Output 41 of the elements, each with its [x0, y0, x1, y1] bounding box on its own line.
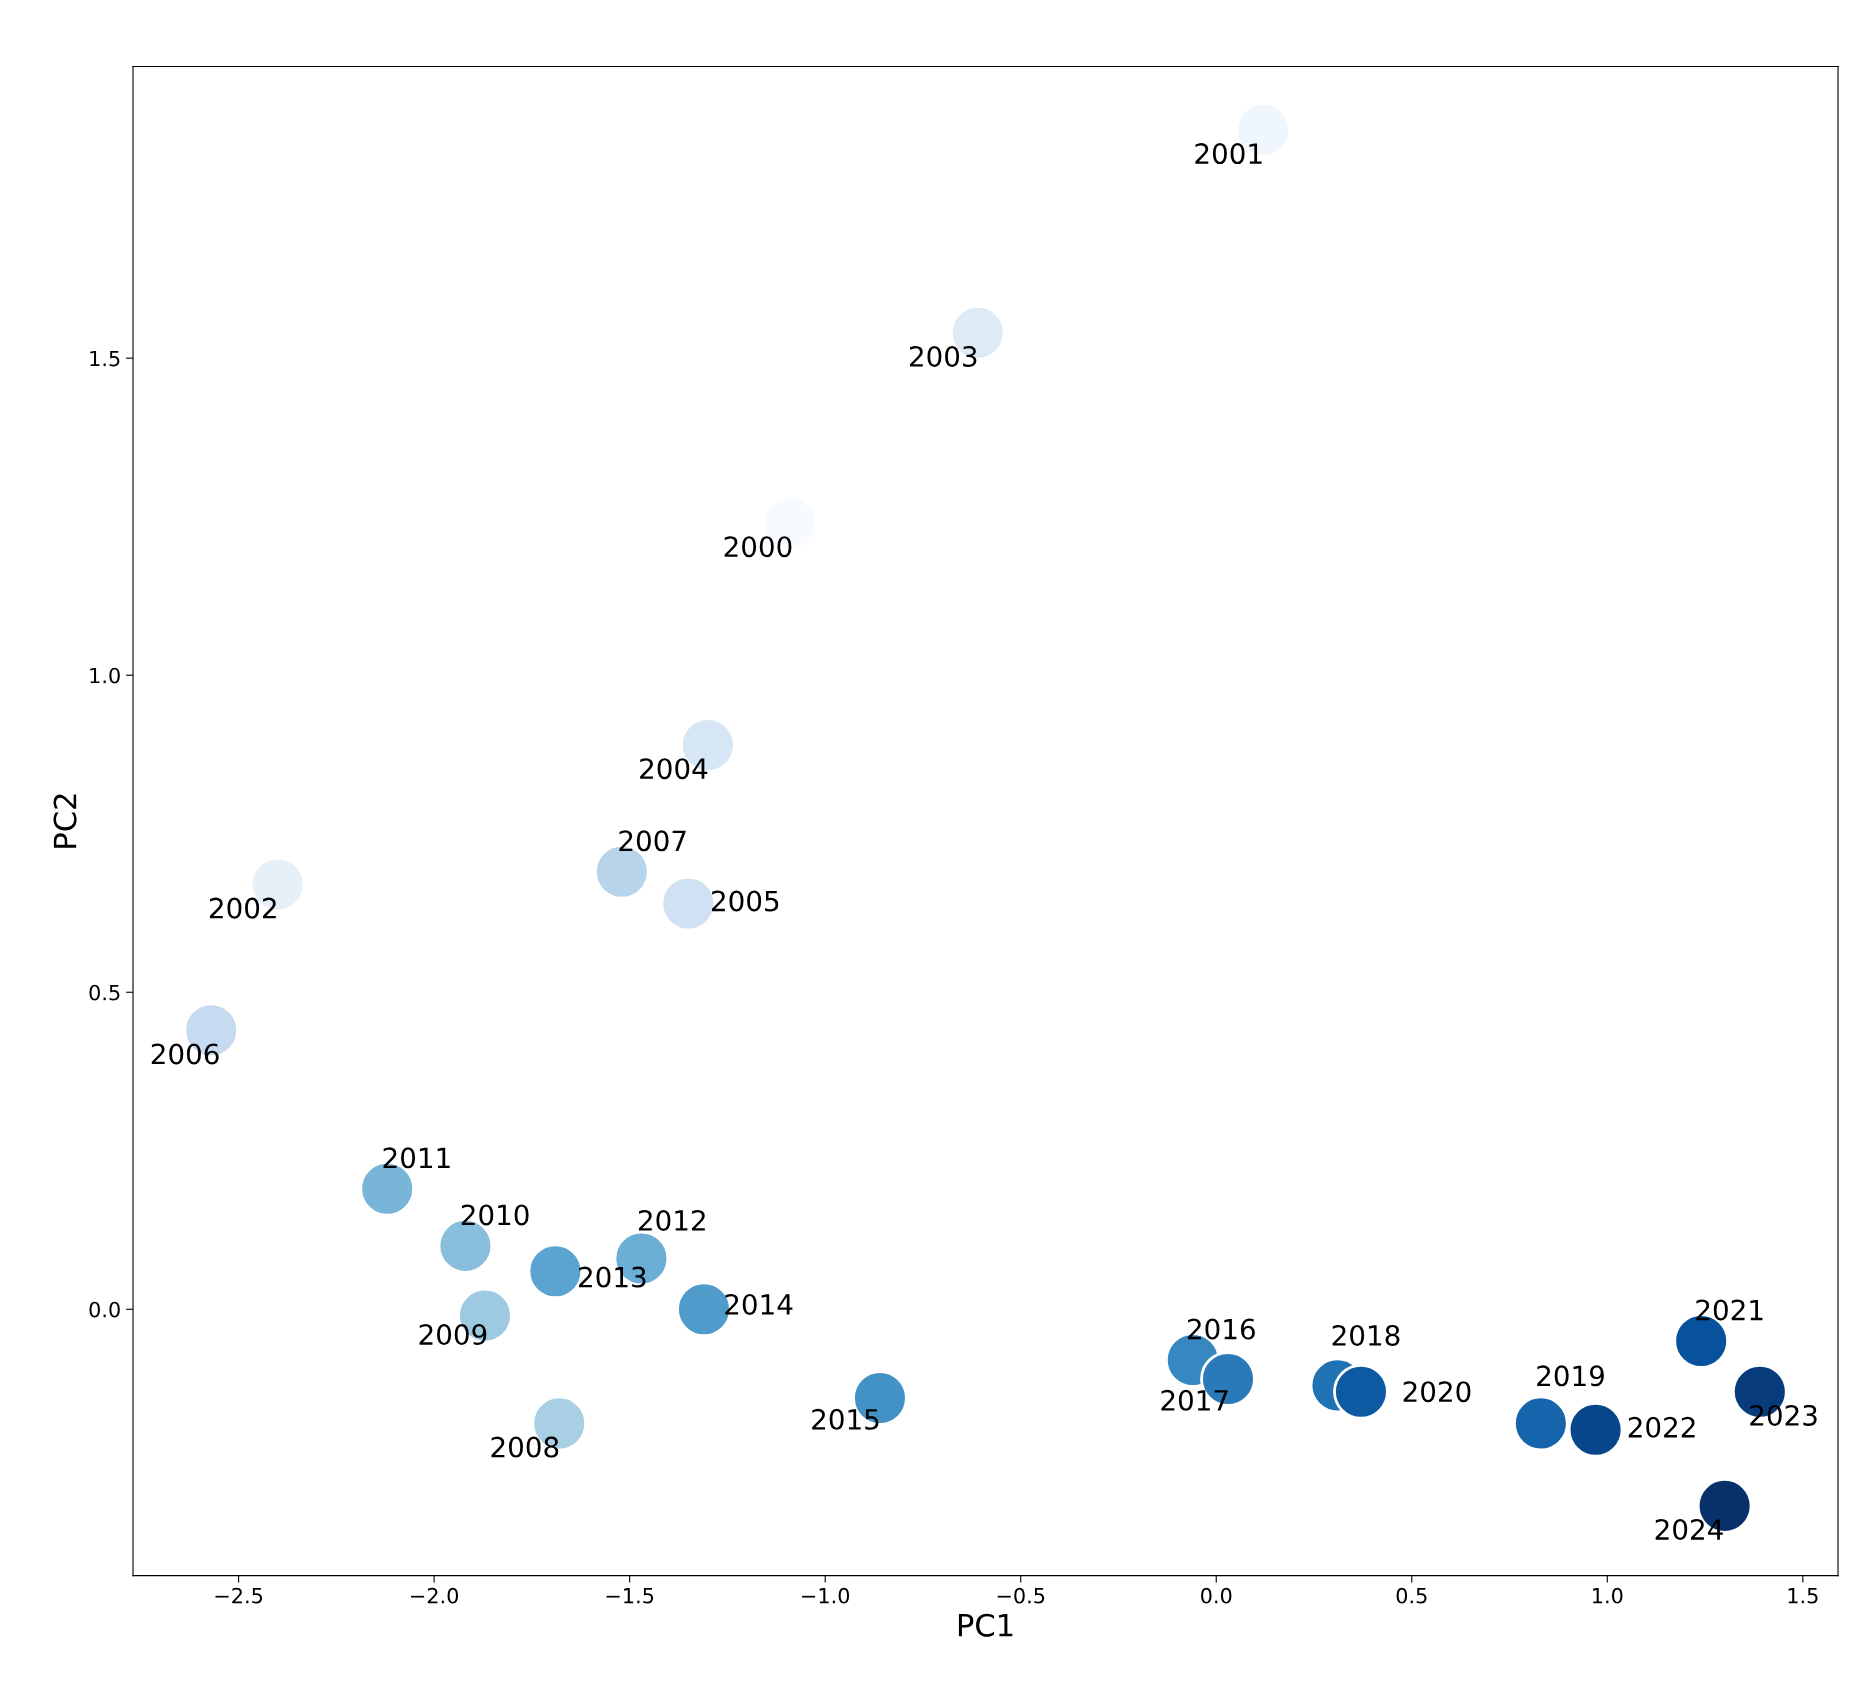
annotation: 2001	[1195, 143, 1262, 165]
annotation: 2017	[1161, 1389, 1228, 1411]
x-tick-label: 0.0	[1201, 1587, 1232, 1604]
annotation: 2015	[812, 1408, 879, 1430]
y-tick-label: 1.0	[90, 667, 120, 684]
x-tick-label: −1.0	[802, 1587, 850, 1604]
x-tick-label: 0.5	[1396, 1587, 1427, 1604]
annotation: 2012	[638, 1209, 705, 1231]
y-tick-label: 0.0	[89, 1301, 120, 1318]
annotation: 2007	[619, 830, 686, 852]
annotation: 2005	[712, 890, 779, 912]
annotation: 2000	[724, 536, 792, 558]
annotation: 2022	[1628, 1416, 1695, 1438]
x-tick-label: 1.5	[1788, 1588, 1818, 1604]
annotation: 2024	[1655, 1519, 1723, 1541]
point	[1567, 1401, 1624, 1458]
point	[1333, 1363, 1389, 1420]
annotation: 2018	[1332, 1324, 1400, 1346]
annotation: 2020	[1403, 1381, 1471, 1403]
annotation: 2016	[1187, 1318, 1255, 1340]
x-tick-label: −2.0	[411, 1587, 459, 1604]
annotation: 2023	[1750, 1404, 1817, 1426]
annotation: 2021	[1696, 1299, 1763, 1321]
x-tick-label: −0.5	[997, 1587, 1045, 1604]
y-axis-title: PC2	[53, 794, 77, 848]
annotation: 2009	[419, 1324, 487, 1346]
annotation: 2008	[491, 1436, 559, 1458]
x-tick-label: −1.5	[606, 1588, 654, 1604]
annotation: 2006	[151, 1043, 219, 1065]
annotation: 2004	[640, 758, 708, 780]
x-axis-title: PC1	[958, 1613, 1013, 1637]
point	[1513, 1395, 1569, 1452]
x-tick-label: −2.5	[215, 1587, 263, 1604]
annotation: 2011	[383, 1147, 450, 1169]
annotation: 2003	[909, 345, 977, 367]
y-tick-label: 0.5	[89, 984, 120, 1001]
annotation: 2019	[1537, 1365, 1604, 1387]
y-tick-label: 1.5	[90, 350, 120, 367]
x-tick-label: 1.0	[1593, 1587, 1623, 1604]
annotation: 2002	[209, 897, 276, 919]
annotation: 2010	[461, 1204, 529, 1226]
